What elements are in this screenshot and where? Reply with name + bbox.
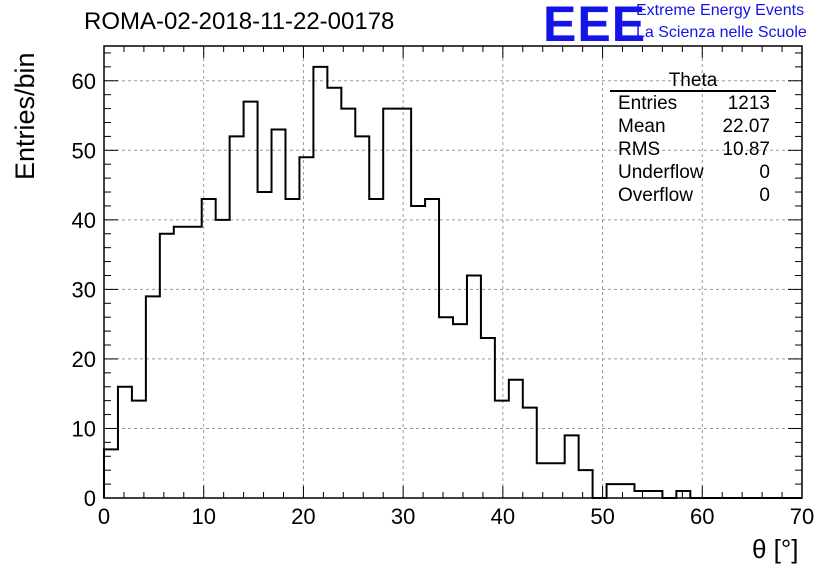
histogram-bin: [341, 109, 355, 498]
histogram-bin: [607, 484, 621, 498]
y-tick-label: 10: [72, 416, 96, 441]
y-tick-label: 30: [72, 277, 96, 302]
histogram-bin: [188, 227, 202, 498]
x-tick-label: 10: [191, 504, 215, 529]
histogram-bin: [648, 491, 662, 498]
stats-value: 0: [759, 162, 770, 183]
stats-row-underflow: Underflow 0: [610, 161, 776, 184]
stats-row-rms: RMS 10.87: [610, 138, 776, 161]
stats-value: 0: [759, 185, 770, 206]
histogram-bin: [272, 129, 286, 498]
histogram-bin: [467, 275, 481, 498]
histogram-bin: [230, 136, 244, 498]
x-tick-label: 30: [391, 504, 415, 529]
histogram-bin: [132, 401, 146, 498]
histogram-bin: [481, 338, 495, 498]
stats-box: Theta Entries 1213 Mean 22.07 RMS 10.87 …: [610, 70, 776, 207]
histogram-bin: [146, 296, 160, 498]
x-tick-label: 60: [690, 504, 714, 529]
stats-label: Mean: [618, 116, 666, 137]
histogram-bin: [285, 199, 299, 498]
histogram-bin: [425, 199, 439, 498]
stats-label: Entries: [618, 93, 678, 114]
histogram-bin: [174, 227, 188, 498]
histogram-bin: [383, 109, 397, 498]
x-tick-label: 40: [491, 504, 515, 529]
histogram-bin: [244, 102, 258, 498]
plot-title: ROMA-02-2018-11-22-00178: [84, 8, 395, 35]
histogram-bin: [313, 67, 327, 498]
x-tick-label: 50: [590, 504, 614, 529]
x-tick-label: 70: [790, 504, 814, 529]
histogram-bin: [369, 199, 383, 498]
histogram-bin: [537, 463, 551, 498]
histogram-bin: [216, 220, 230, 498]
histogram-bin: [355, 136, 369, 498]
y-tick-label: 0: [84, 486, 96, 511]
histogram-bin: [439, 317, 453, 498]
stats-row-overflow: Overflow 0: [610, 184, 776, 207]
eee-logo: EEE: [543, 0, 647, 52]
histogram-bin: [118, 387, 132, 498]
stats-label: RMS: [618, 139, 661, 160]
stats-label: Underflow: [618, 162, 704, 183]
y-axis-label: Entries/bin: [10, 52, 40, 180]
logo-line-1: Extreme Energy Events: [636, 2, 805, 19]
histogram-bin: [523, 408, 537, 498]
histogram-bin: [579, 470, 593, 498]
y-tick-label: 60: [72, 69, 96, 94]
histogram-outline: [103, 65, 802, 499]
histogram-bin: [411, 206, 425, 498]
histogram-bin: [676, 491, 690, 498]
stats-row-mean: Mean 22.07: [610, 115, 776, 138]
logo-line-2: La Scienza nelle Scuole: [636, 24, 807, 41]
stats-value: 10.87: [722, 139, 770, 160]
histogram-bin: [495, 401, 509, 498]
histogram-bin: [453, 324, 467, 498]
histogram-bin: [397, 109, 411, 498]
y-tick-label: 20: [72, 347, 96, 372]
x-axis-label: θ [°]: [752, 534, 799, 564]
x-tick-label: 20: [291, 504, 315, 529]
histogram-bin: [565, 435, 579, 498]
stats-value: 22.07: [722, 116, 770, 137]
histogram-bin: [299, 157, 313, 498]
plot-frame: [103, 45, 803, 499]
stats-value: 1213: [727, 93, 770, 114]
stats-label: Overflow: [618, 185, 693, 206]
histogram-bin: [509, 380, 523, 498]
histogram-bin: [258, 192, 272, 498]
y-tick-label: 50: [72, 138, 96, 163]
stats-row-entries: Entries 1213: [610, 92, 776, 115]
histogram-bin: [634, 491, 648, 498]
x-tick-label: 0: [98, 504, 110, 529]
histogram-bin: [327, 88, 341, 498]
y-tick-label: 40: [72, 208, 96, 233]
stats-box-title: Theta: [610, 70, 776, 92]
histogram-bin: [160, 234, 174, 498]
